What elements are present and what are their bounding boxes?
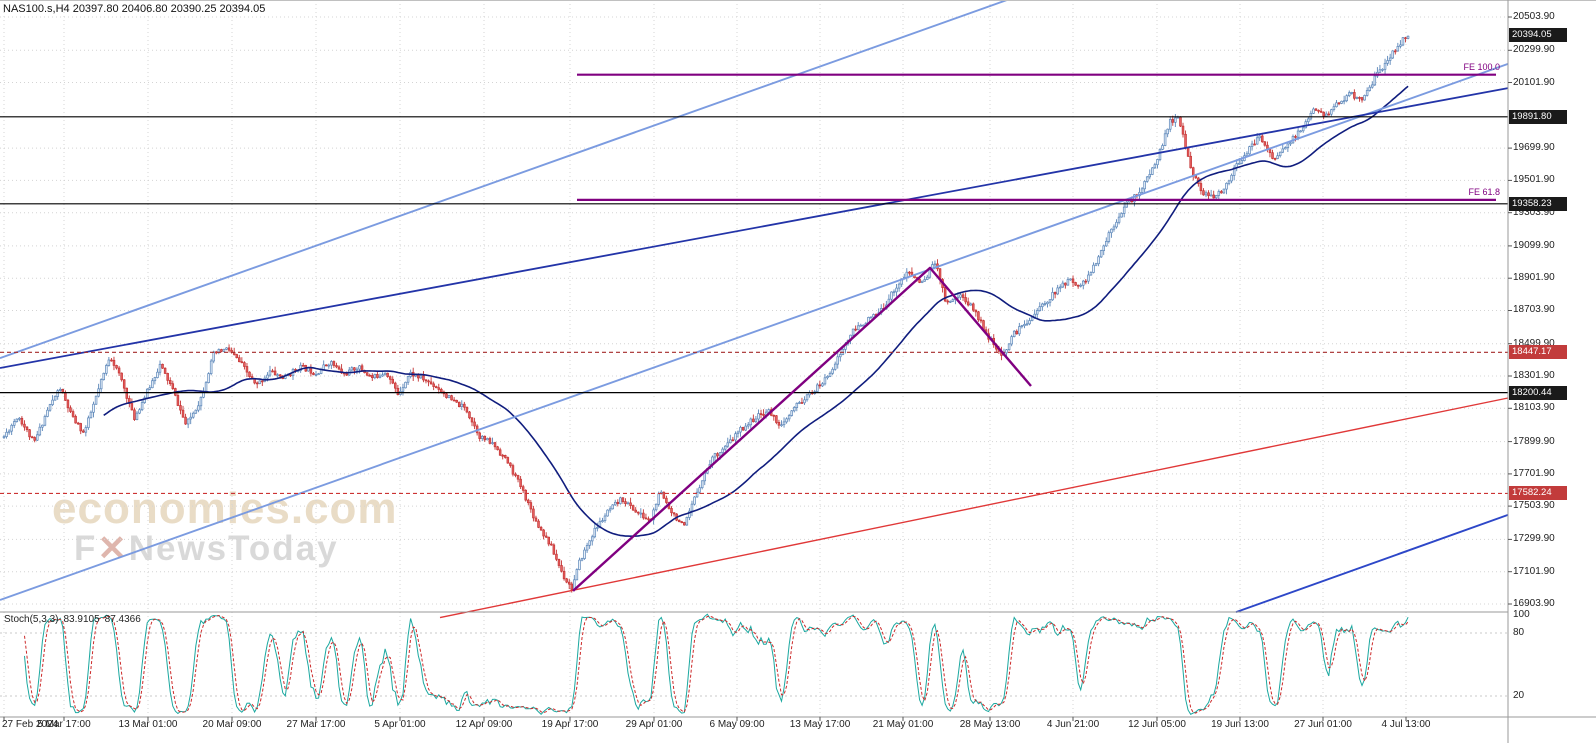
stoch-name: Stoch(5,3,3): [4, 614, 59, 625]
stochastic-indicator-label: Stoch(5,3,3) 83.9105 87.4366: [4, 614, 146, 625]
stoch-d-value: 87.4366: [104, 614, 141, 625]
symbol-ohlc-label: NAS100.s,H4 20397.80 20406.80 20390.25 2…: [3, 3, 266, 15]
stoch-k-value: 83.9105: [63, 614, 100, 625]
